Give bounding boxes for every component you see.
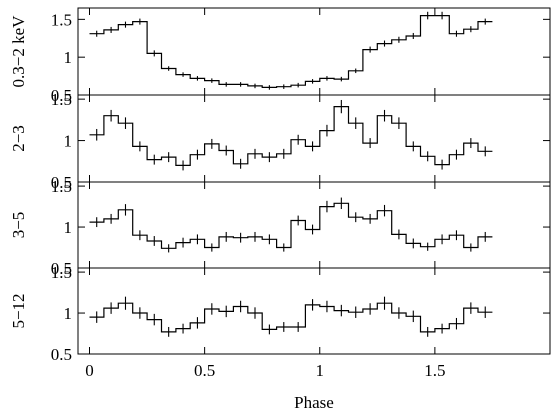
y-tick-label: 1.5 [51, 177, 72, 196]
x-tick-label: 0 [85, 361, 94, 380]
panel-4: 0.5 1 1.5 5−12 [9, 263, 551, 364]
series-step-line [89, 15, 493, 88]
series-step-line [89, 106, 493, 166]
panel-2: 0.5 1 1.5 2−3 [9, 90, 551, 192]
y-axis-label: 0.3−2 keV [9, 15, 28, 88]
y-tick-label: 0.5 [51, 345, 72, 364]
series-step-line [89, 302, 493, 333]
y-tick-label: 1 [64, 218, 73, 237]
y-tick-label: 0.5 [51, 86, 72, 105]
panel-3: 0.5 1 1.5 3−5 [9, 177, 551, 278]
x-tick-label: 1 [316, 361, 325, 380]
x-tick-label: 0.5 [194, 361, 215, 380]
series-step-line [89, 202, 493, 249]
y-tick-label: 1.5 [51, 263, 72, 282]
y-tick-label: 0.5 [51, 173, 72, 192]
x-axis-label: Phase [294, 393, 334, 412]
y-tick-label: 1 [64, 48, 73, 67]
panel-1: 0.5 1 1.5 0.3−2 keV [9, 7, 551, 105]
y-tick-label: 1.5 [51, 90, 72, 109]
y-axis-label: 5−12 [9, 293, 28, 328]
panel-frame [77, 267, 551, 355]
panel-frame [77, 181, 551, 269]
y-tick-label: 1.5 [51, 10, 72, 29]
y-axis-label: 2−3 [9, 125, 28, 152]
y-tick-label: 1 [64, 304, 73, 323]
y-tick-label: 0.5 [51, 259, 72, 278]
panel-frame [77, 94, 551, 183]
x-tick-label: 1.5 [424, 361, 445, 380]
y-axis-label: 3−5 [9, 212, 28, 239]
y-tick-label: 1 [64, 132, 73, 151]
